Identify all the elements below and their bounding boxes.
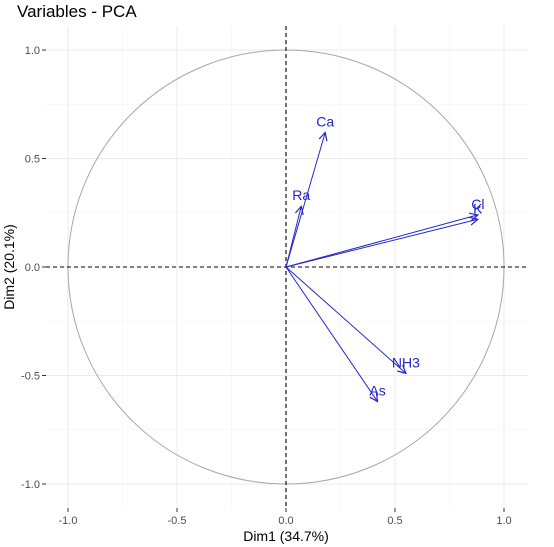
variable-label-ca: Ca bbox=[316, 113, 334, 129]
x-tick-label: -0.5 bbox=[168, 515, 187, 527]
x-tick-label: 1.0 bbox=[496, 515, 511, 527]
y-axis-title: Dim2 (20.1%) bbox=[1, 224, 17, 310]
x-axis-title: Dim1 (34.7%) bbox=[243, 528, 329, 544]
x-tick-label: -1.0 bbox=[59, 515, 78, 527]
variable-label-k: K bbox=[473, 200, 483, 216]
y-tick-label: -1.0 bbox=[21, 479, 40, 491]
y-tick-label: -0.5 bbox=[21, 371, 40, 383]
y-axis-ticks: -1.0 -0.5 0.0 0.5 1.0 bbox=[21, 45, 46, 491]
variable-label-ra: Ra bbox=[292, 187, 310, 203]
variable-labels: Ca Ra ClK NH3 As bbox=[292, 113, 484, 398]
arrow-nh3 bbox=[285, 266, 406, 373]
arrow-k bbox=[285, 219, 478, 268]
variable-label-nh3: NH3 bbox=[392, 354, 420, 370]
x-axis-ticks: -1.0 -0.5 0.0 0.5 1.0 bbox=[59, 508, 512, 527]
variable-arrows bbox=[285, 132, 478, 402]
x-tick-label: 0.0 bbox=[278, 515, 293, 527]
chart-title: Variables - PCA bbox=[17, 2, 137, 21]
y-tick-label: 1.0 bbox=[25, 45, 40, 57]
x-tick-label: 0.5 bbox=[387, 515, 402, 527]
arrow-ra bbox=[285, 206, 301, 268]
y-tick-label: 0.5 bbox=[25, 154, 40, 166]
y-tick-label: 0.0 bbox=[25, 262, 40, 274]
variable-label-as: As bbox=[369, 383, 385, 399]
variable-label-cl: Cl bbox=[471, 196, 484, 212]
arrow-as bbox=[285, 266, 378, 402]
arrow-ca bbox=[285, 132, 325, 268]
arrow-cl bbox=[285, 215, 478, 268]
